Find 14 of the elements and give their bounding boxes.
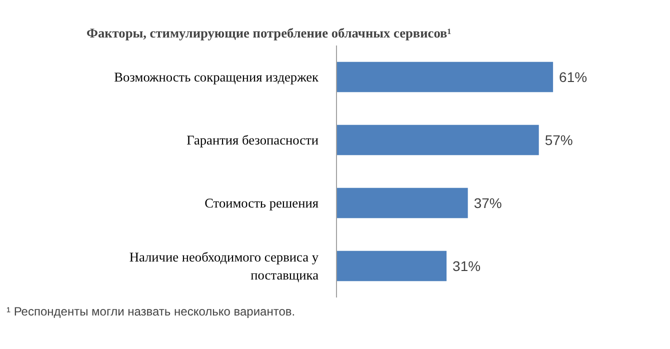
data-label: 61% bbox=[559, 69, 588, 85]
y-tick-label: Возможность сокращения издержек bbox=[114, 70, 320, 84]
y-tick-label: Стоимость решения bbox=[204, 196, 319, 210]
text: ¹ Респонденты могли назвать несколько вариантов. bbox=[6, 304, 296, 318]
bar bbox=[336, 250, 447, 282]
bar bbox=[336, 124, 539, 156]
y-tick-label: Гарантия безопасности bbox=[186, 132, 318, 148]
y-tick-label: Наличие необходимого сервиса у поставщика bbox=[129, 250, 319, 282]
data-label: 57% bbox=[544, 132, 573, 148]
bar bbox=[336, 62, 554, 92]
bar bbox=[336, 188, 468, 218]
data-label: 31% bbox=[452, 258, 481, 274]
data-label: 37% bbox=[474, 195, 502, 211]
chart-title: Факторы, стимулирующие потребление облачных сервисов¹ bbox=[86, 26, 452, 40]
